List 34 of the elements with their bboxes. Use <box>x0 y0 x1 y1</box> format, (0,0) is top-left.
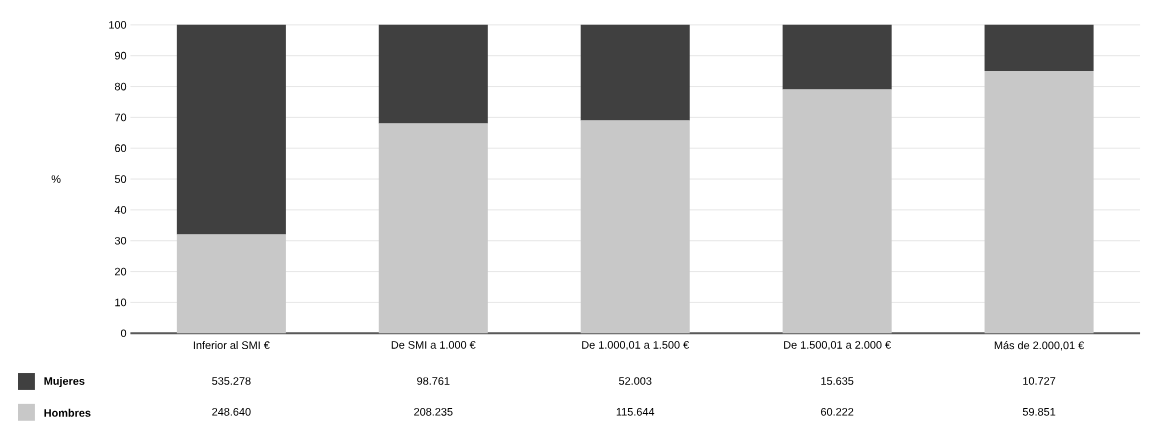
bar <box>984 25 1094 72</box>
x-tick-label: Inferior al SMI € <box>193 341 270 350</box>
y-tick-label: 60 <box>115 144 127 153</box>
y-tick-label: 10 <box>115 298 127 307</box>
y-tick-label: 30 <box>114 237 127 245</box>
y-axis-title: % <box>51 175 61 184</box>
x-tick-label: De 1.000,01 a 1.500 € <box>582 341 689 351</box>
y-tick-label: 70 <box>115 113 127 122</box>
legend-label: Hombres <box>44 408 91 417</box>
text: 15.635 <box>821 377 854 386</box>
bar <box>782 25 892 90</box>
y-tick-label: 40 <box>114 206 127 214</box>
y-tick-label: 50 <box>114 175 127 184</box>
text: 10.727 <box>1023 377 1056 386</box>
text: 115.644 <box>616 408 655 416</box>
x-tick-label: De SMI a 1.000 € <box>391 341 476 349</box>
text: 60.222 <box>821 408 854 416</box>
text: 59.851 <box>1022 408 1056 416</box>
legend-label: Mujeres <box>44 377 85 388</box>
y-tick-label: 0 <box>120 329 127 338</box>
text: 98.761 <box>417 377 450 386</box>
y-tick-label: 100 <box>109 21 127 29</box>
bar <box>176 25 286 235</box>
text: 52.003 <box>618 377 652 386</box>
y-tick-label: 80 <box>114 82 127 91</box>
y-tick-label: 20 <box>115 267 127 276</box>
y-tick-label: 90 <box>114 52 127 60</box>
bar <box>378 25 488 124</box>
x-tick-label: Más de 2.000,01 € <box>994 341 1085 351</box>
text: 248.640 <box>212 408 251 416</box>
bar <box>580 25 690 121</box>
text: 208.235 <box>414 408 453 416</box>
x-tick-label: De 1.500,01 a 2.000 € <box>784 341 891 351</box>
text: 535.278 <box>212 377 251 386</box>
